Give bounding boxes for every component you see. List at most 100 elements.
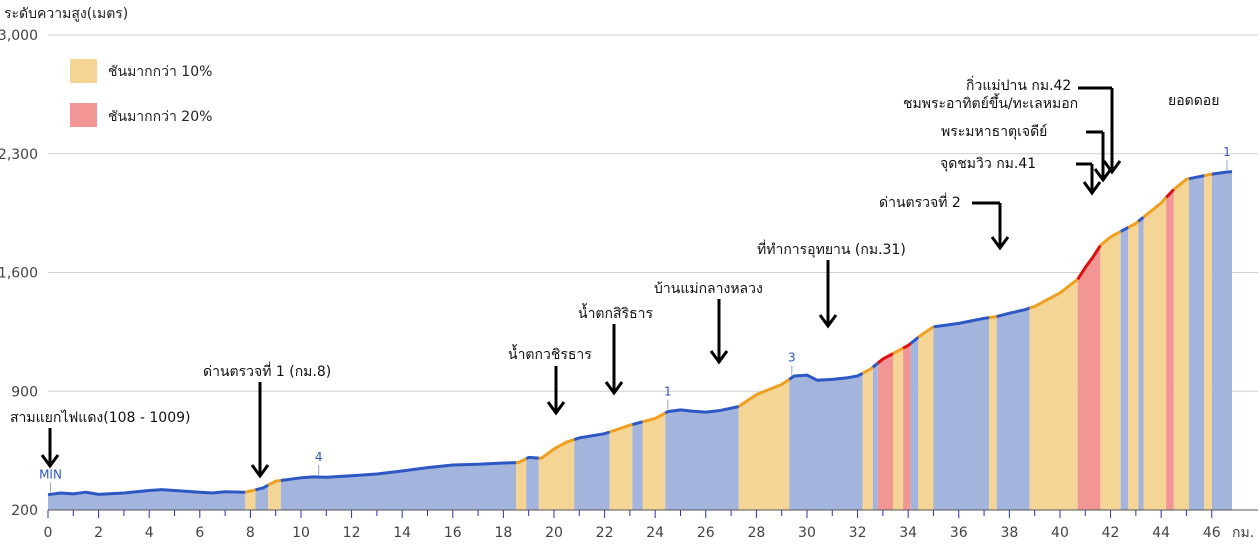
annotation-label-5: ที่ทำการอุทยาน (กม.31): [757, 240, 906, 258]
band-flat-22: [933, 317, 990, 510]
band-s10-1: [245, 489, 256, 510]
annotation-label-3: น้ำตกสิริธาร: [578, 303, 653, 322]
x-tick-label-20: 40: [1051, 525, 1069, 541]
band-s10-33: [1173, 178, 1189, 510]
line-s10-31: [1142, 196, 1168, 219]
line-flat-12: [664, 405, 740, 415]
band-s20-19: [903, 343, 911, 510]
x-tick-label-12: 24: [646, 525, 664, 541]
line-flat-6: [525, 455, 539, 461]
y-tick-label-1: 900: [11, 384, 38, 400]
line-flat-4: [280, 461, 517, 482]
band-s10-3: [268, 480, 281, 510]
x-tick-label-11: 22: [596, 525, 614, 541]
annotation-arrowhead-5: [818, 314, 838, 329]
annotation-label-11: ยอดดอย: [1168, 93, 1219, 109]
annotation-arrowhead-6: [990, 236, 1010, 251]
annotation-label-1: ด่านตรวจที่ 1 (กม.8): [203, 362, 331, 380]
band-s10-9: [609, 424, 633, 510]
annotation-label-0: สามแยกไฟแดง(108 - 1009): [10, 409, 190, 426]
annotation-label-9: ชมพระอาทิตย์ขึ้น/ทะเลหมอก: [903, 93, 1078, 112]
band-s10-35: [1204, 174, 1212, 510]
x-tick-label-19: 38: [1000, 525, 1018, 541]
x-tick-label-13: 26: [697, 525, 715, 541]
annotation-arrowhead-4: [709, 350, 729, 365]
annotation-label-10: กิ่วแม่ปาน กม.42: [966, 76, 1071, 94]
legend-label-10: ชันมากกว่า 10%: [108, 64, 212, 80]
band-s10-11: [642, 413, 666, 510]
x-tick-label-7: 14: [393, 525, 411, 541]
x-tick-label-23: 46: [1203, 525, 1221, 541]
legend-swatch-10: [70, 59, 97, 83]
band-s10-23: [989, 316, 997, 510]
line-flat-22: [933, 316, 990, 329]
line-s10-9: [609, 423, 633, 434]
line-s10-7: [538, 438, 575, 460]
x-tick-label-5: 10: [292, 525, 310, 541]
x-tick-label-1: 2: [94, 525, 103, 541]
x-tick-label-22: 44: [1152, 525, 1170, 541]
marker-label-4: 1: [1223, 145, 1231, 159]
line-s20-32: [1165, 188, 1175, 199]
band-flat-14: [789, 373, 863, 510]
line-flat-14: [788, 371, 864, 382]
line-flat-2: [255, 483, 269, 492]
slope-bands: [48, 171, 1232, 511]
x-tick-label-8: 16: [444, 525, 462, 541]
marker-label-3: 3: [788, 351, 796, 365]
annotation-label-7: จุดชมวิว กม.41: [940, 156, 1036, 172]
y-tick-label-0: 200: [11, 503, 38, 519]
line-s10-25: [1029, 278, 1079, 310]
annotation-arrowhead-1: [250, 464, 270, 479]
profile-line: [47, 170, 1233, 497]
band-s10-13: [738, 379, 790, 510]
band-flat-36: [1211, 171, 1232, 510]
band-flat-34: [1189, 175, 1205, 510]
band-flat-2: [255, 485, 269, 510]
line-flat-10: [632, 420, 643, 426]
annotation-arrowhead-8: [1093, 168, 1113, 183]
band-s10-7: [538, 439, 575, 510]
line-flat-8: [573, 430, 611, 442]
marker-label-0: MIN: [39, 467, 62, 481]
band-s20-32: [1166, 189, 1174, 510]
line-s20-26: [1076, 244, 1102, 281]
line-s20-17: [876, 352, 894, 365]
line-s10-27: [1099, 230, 1122, 247]
x-tick-label-3: 6: [195, 525, 204, 541]
band-s10-5: [516, 458, 527, 510]
band-s10-27: [1100, 231, 1121, 510]
line-flat-30: [1137, 216, 1145, 223]
line-s10-35: [1203, 172, 1213, 178]
line-flat-36: [1211, 170, 1233, 176]
band-s10-31: [1143, 197, 1167, 510]
x-tick-label-9: 18: [494, 525, 512, 541]
line-flat-16: [871, 361, 879, 369]
line-flat-28: [1120, 226, 1130, 233]
x-tick-label-10: 20: [545, 525, 563, 541]
band-flat-6: [526, 457, 539, 510]
x-tick-label-17: 34: [899, 525, 917, 541]
band-s10-25: [1029, 279, 1078, 510]
line-s10-5: [515, 457, 527, 465]
legend: ชันมากกว่า 10% ชันมากกว่า 20%: [70, 59, 212, 127]
band-flat-16: [872, 363, 878, 510]
annotation-label-2: น้ำตกวชิรธาร: [508, 344, 592, 363]
band-s10-18: [893, 348, 904, 510]
markers: MIN 4 1 3 1: [39, 145, 1231, 493]
x-tick-label-15: 30: [798, 525, 816, 541]
y-axis-ticks: 200 900 1,600 2,300 3,000: [0, 28, 38, 519]
x-tick-label-21: 42: [1102, 525, 1120, 541]
y-tick-label-2: 1,600: [0, 266, 38, 282]
x-tick-label-0: 0: [44, 525, 53, 541]
band-flat-20: [910, 337, 919, 510]
line-s10-29: [1127, 220, 1140, 229]
band-s10-29: [1128, 221, 1139, 511]
x-tick-label-2: 4: [145, 525, 154, 541]
line-flat-24: [996, 306, 1031, 319]
x-tick-label-4: 8: [246, 525, 255, 541]
line-s10-3: [267, 479, 282, 487]
annotation-arrowhead-0: [40, 454, 60, 469]
annotation-arrowhead-7: [1082, 181, 1102, 196]
